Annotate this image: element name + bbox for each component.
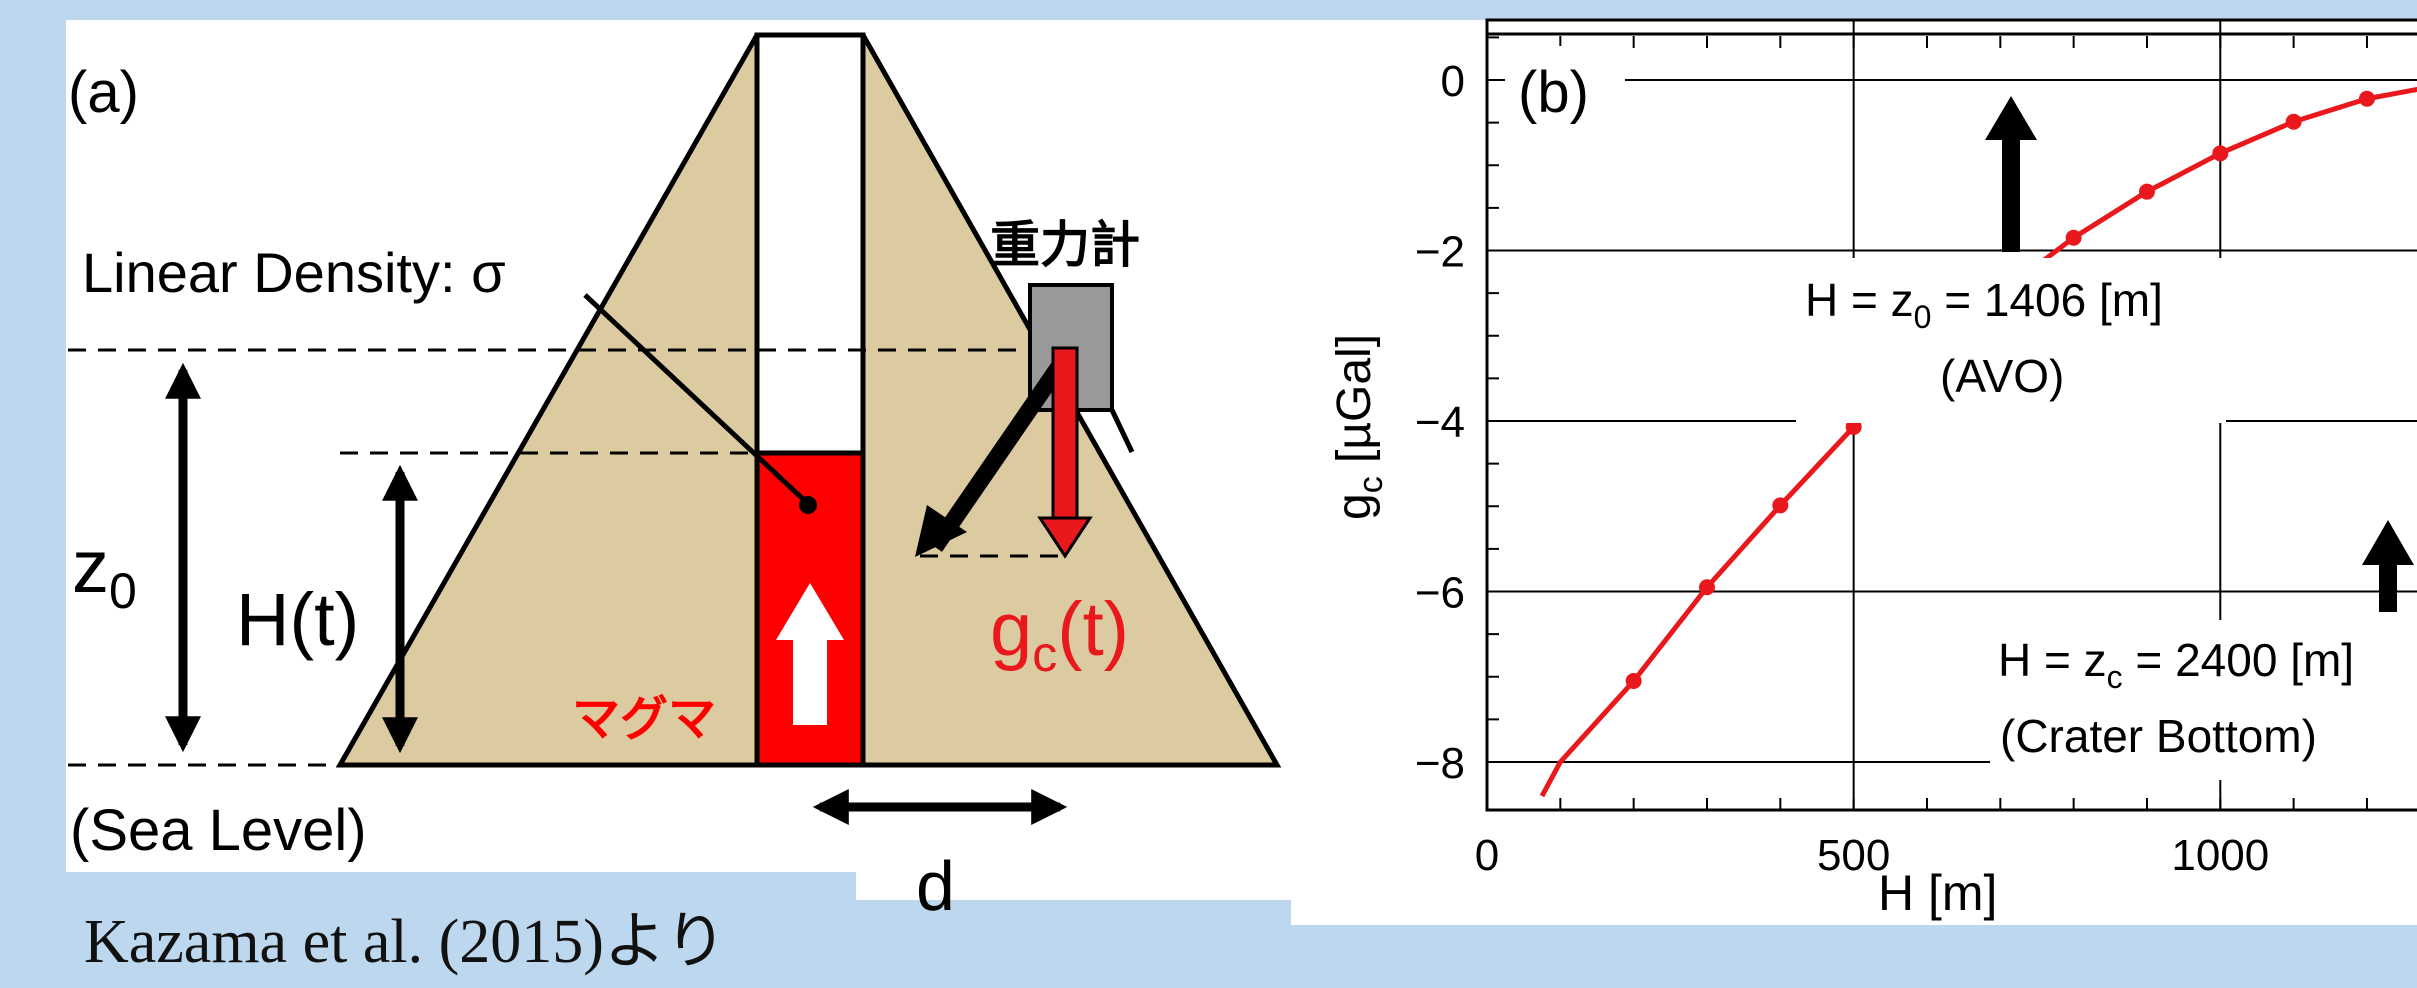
data-point [1698,579,1715,596]
crater-annotation-line2: (Crater Bottom) [2000,710,2317,762]
panel-b-label-box [1505,46,1625,126]
y-tick-label: 0 [1441,57,1465,106]
gc-arrow-shaft [1051,346,1079,520]
gravimeter-stand [1109,408,1135,454]
data-point [2212,145,2229,162]
chart-series [1539,86,2417,798]
h-label: H(t) [236,578,359,661]
chart-ticks: 0−2−4−6−8050010001500200025 [1415,32,2417,880]
crater-annotation-line1: H = zc = 2400 [m] [1998,634,2354,695]
crater-annotation-box [1990,620,2417,780]
gravity-vector-arrowhead [915,505,967,557]
x-axis-label: H [m] [1878,865,1997,921]
data-point [2138,183,2155,200]
avo-annotation-line2: (AVO) [1940,350,2064,402]
x-tick-label: 0 [1475,831,1499,880]
y-tick-label: −8 [1415,739,1465,788]
density-label: Linear Density: σ [82,241,506,304]
data-point [2285,113,2302,130]
d-label: d [916,847,955,925]
data-point [2358,90,2375,107]
panel-b: 0−2−4−6−8050010001500200025 (b) H = z0 =… [1291,18,2417,925]
y-axis-label: gc [µGal] [1328,334,1390,520]
data-point [1625,673,1642,690]
gravimeter-label: 重力計 [990,217,1140,273]
plot-frame [1485,18,2417,812]
credit-text: Kazama et al. (2015)より [84,908,727,976]
sea-level-label: (Sea Level) [70,798,367,863]
y-tick-label: −6 [1415,569,1465,618]
gravity-vector-arrow [927,350,1075,552]
avo-annotation-line1: H = z0 = 1406 [m] [1805,274,2163,335]
data-point [2065,229,2082,246]
z0-label: z0 [72,525,137,619]
magma-label: マグマ [572,693,716,746]
avo-annotation-box [1796,258,2226,423]
gc-label: gc(t) [990,587,1129,682]
panel-a-label: (a) [68,60,139,125]
x-tick-label: 500 [1817,831,1890,880]
crater-arrowhead [2362,520,2414,565]
y-tick-label: −2 [1415,228,1465,277]
x-tick-label: 1000 [2171,831,2269,880]
credit-background [66,872,856,988]
gc-arrowhead [1037,516,1093,559]
y-tick-label: −4 [1415,398,1465,447]
density-leader-line [583,293,806,502]
magma-rise-arrow [776,583,844,725]
panel-b-label: (b) [1518,60,1589,125]
avo-arrowhead [1985,96,2037,140]
panel-a: (a) Linear Density: σ 重力計 z0 H(t) gc(t) … [66,20,1291,925]
data-point [1772,497,1789,514]
